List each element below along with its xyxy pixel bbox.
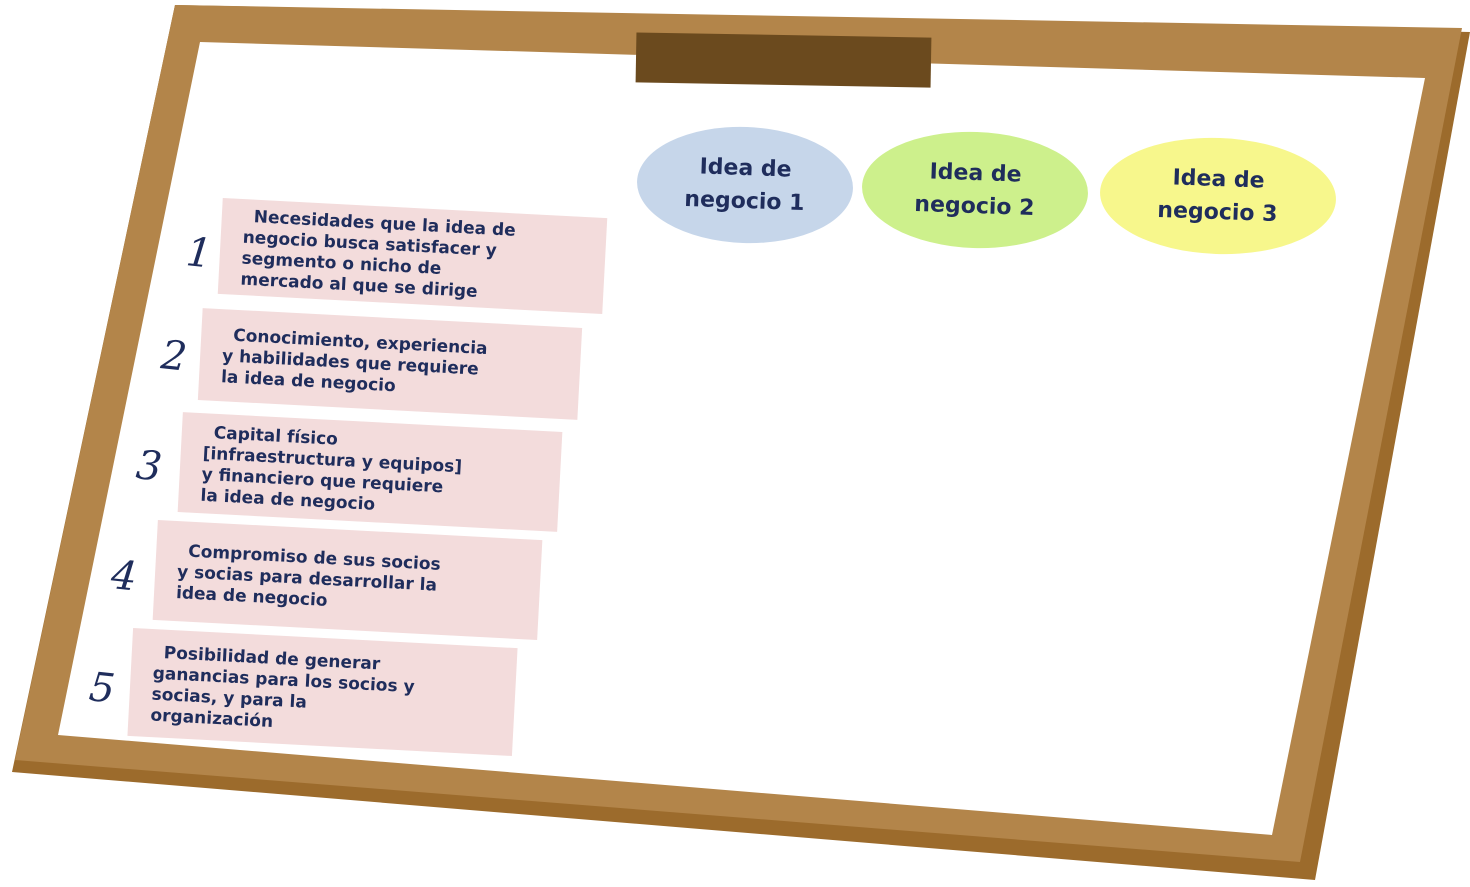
criterion-box	[217, 197, 608, 315]
criterion-box	[197, 308, 583, 420]
idea: Idea de negocio 2	[862, 131, 1088, 249]
idea-label: Idea de	[699, 154, 792, 182]
criterion-box	[177, 412, 563, 532]
idea-label: Idea de	[1172, 165, 1265, 193]
idea: Idea de negocio 1	[637, 126, 853, 244]
idea-bubble	[1100, 137, 1336, 255]
idea-bubble	[862, 131, 1088, 249]
idea: Idea de negocio 3	[1100, 137, 1336, 255]
ideas: Idea de negocio 1 Idea de negocio 2 Idea de n…	[637, 126, 1336, 255]
criterion-number: 4	[108, 552, 139, 601]
criterion-number: 2	[158, 332, 189, 381]
idea-label: Idea de	[929, 159, 1022, 187]
board-clip	[635, 32, 932, 88]
idea-label: negocio 1	[684, 187, 805, 216]
criterion-number: 1	[184, 229, 214, 277]
criterion: Capital físico[infraestructura y equipos…	[177, 412, 563, 532]
idea-label: negocio 3	[1157, 198, 1278, 227]
criterion-box	[127, 627, 518, 757]
idea-bubble	[637, 126, 853, 244]
criterion-number: 5	[87, 664, 117, 712]
criterion-number: 3	[134, 442, 164, 490]
idea-label: negocio 2	[914, 192, 1035, 221]
criterion-box	[152, 519, 543, 641]
